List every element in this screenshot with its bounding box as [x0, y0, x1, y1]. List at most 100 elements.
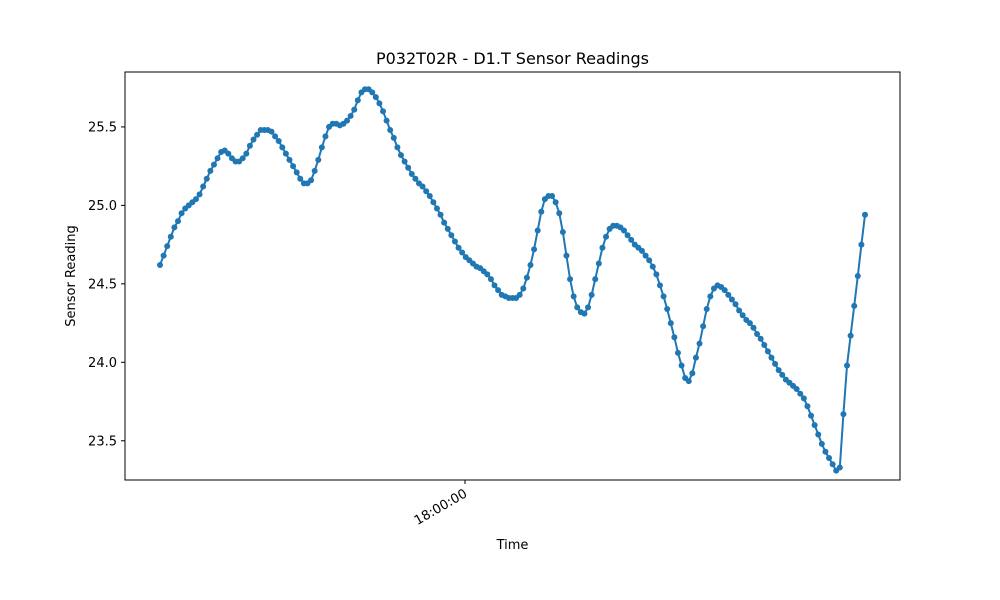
data-point	[290, 163, 297, 170]
data-point	[656, 282, 663, 289]
data-point	[725, 291, 732, 298]
data-point	[214, 155, 221, 162]
plot-area	[157, 86, 868, 474]
data-point	[739, 312, 746, 319]
data-point	[243, 150, 250, 157]
data-point	[556, 210, 563, 217]
data-point	[441, 219, 448, 226]
data-point	[621, 227, 628, 234]
data-point	[768, 354, 775, 361]
data-point	[750, 324, 757, 331]
data-point	[426, 192, 433, 199]
data-point	[448, 232, 455, 239]
data-point	[272, 133, 279, 140]
data-point	[585, 304, 592, 311]
data-point	[390, 134, 397, 141]
data-point	[660, 293, 667, 300]
data-point	[851, 302, 858, 309]
data-point	[246, 142, 253, 149]
data-point	[225, 150, 232, 157]
y-axis-label: Sensor Reading	[64, 225, 79, 326]
data-point	[624, 232, 631, 239]
data-point	[754, 331, 761, 338]
data-point	[696, 340, 703, 347]
data-point	[534, 227, 541, 234]
data-point	[157, 262, 163, 269]
data-point	[207, 167, 214, 174]
data-point	[692, 354, 699, 361]
data-point	[721, 287, 728, 294]
data-point	[484, 271, 491, 278]
data-point	[210, 161, 217, 168]
data-point	[318, 144, 325, 151]
data-point	[354, 97, 361, 104]
data-point	[203, 175, 210, 182]
data-point	[282, 150, 289, 157]
data-point	[167, 233, 174, 240]
data-point	[369, 89, 376, 96]
data-point	[678, 362, 685, 369]
data-point	[164, 243, 171, 250]
data-point	[728, 296, 735, 303]
data-point	[638, 247, 645, 254]
data-point	[815, 431, 822, 438]
y-tick-label: 25.5	[88, 120, 117, 135]
data-point	[322, 133, 329, 140]
data-point	[268, 128, 275, 135]
data-point	[628, 236, 635, 243]
data-point	[646, 257, 653, 264]
data-point	[531, 246, 538, 253]
data-point	[764, 348, 771, 355]
data-point	[297, 175, 304, 182]
data-point	[736, 307, 743, 314]
data-point	[171, 224, 178, 231]
data-point	[387, 127, 394, 134]
data-point	[811, 422, 818, 429]
data-point	[559, 229, 566, 236]
data-point	[570, 293, 577, 300]
data-point	[642, 252, 649, 259]
data-point	[520, 285, 527, 292]
data-point	[836, 464, 843, 471]
data-point	[793, 385, 800, 392]
data-point	[423, 188, 430, 195]
data-point	[649, 263, 656, 270]
data-point	[775, 367, 782, 374]
x-axis-label: Time	[496, 538, 529, 553]
data-point	[383, 117, 390, 124]
data-point	[380, 108, 387, 115]
data-point	[700, 323, 707, 330]
data-point	[761, 342, 768, 349]
chart-title: P032T02R - D1.T Sensor Readings	[376, 49, 649, 68]
data-point	[574, 304, 581, 311]
data-point	[419, 183, 426, 190]
data-point	[394, 144, 401, 151]
y-tick-label: 24.0	[88, 356, 117, 371]
data-point	[685, 378, 692, 385]
data-point	[757, 335, 764, 342]
data-point	[491, 282, 498, 289]
data-point	[315, 156, 322, 163]
data-point	[818, 440, 825, 447]
data-point	[847, 332, 854, 339]
data-point	[174, 218, 181, 225]
data-point	[779, 371, 786, 378]
data-point	[829, 461, 836, 468]
data-point	[588, 291, 595, 298]
data-point	[862, 211, 868, 218]
y-tick-label: 23.5	[88, 434, 117, 449]
data-point	[487, 276, 494, 283]
data-point	[397, 152, 404, 159]
data-point	[567, 276, 574, 283]
data-point	[444, 225, 451, 232]
data-point	[808, 412, 815, 419]
data-point	[351, 106, 358, 113]
data-point	[196, 191, 203, 198]
data-point	[854, 273, 861, 279]
data-point	[178, 210, 185, 217]
data-point	[595, 260, 602, 267]
data-point	[858, 241, 865, 248]
data-point	[401, 158, 408, 165]
